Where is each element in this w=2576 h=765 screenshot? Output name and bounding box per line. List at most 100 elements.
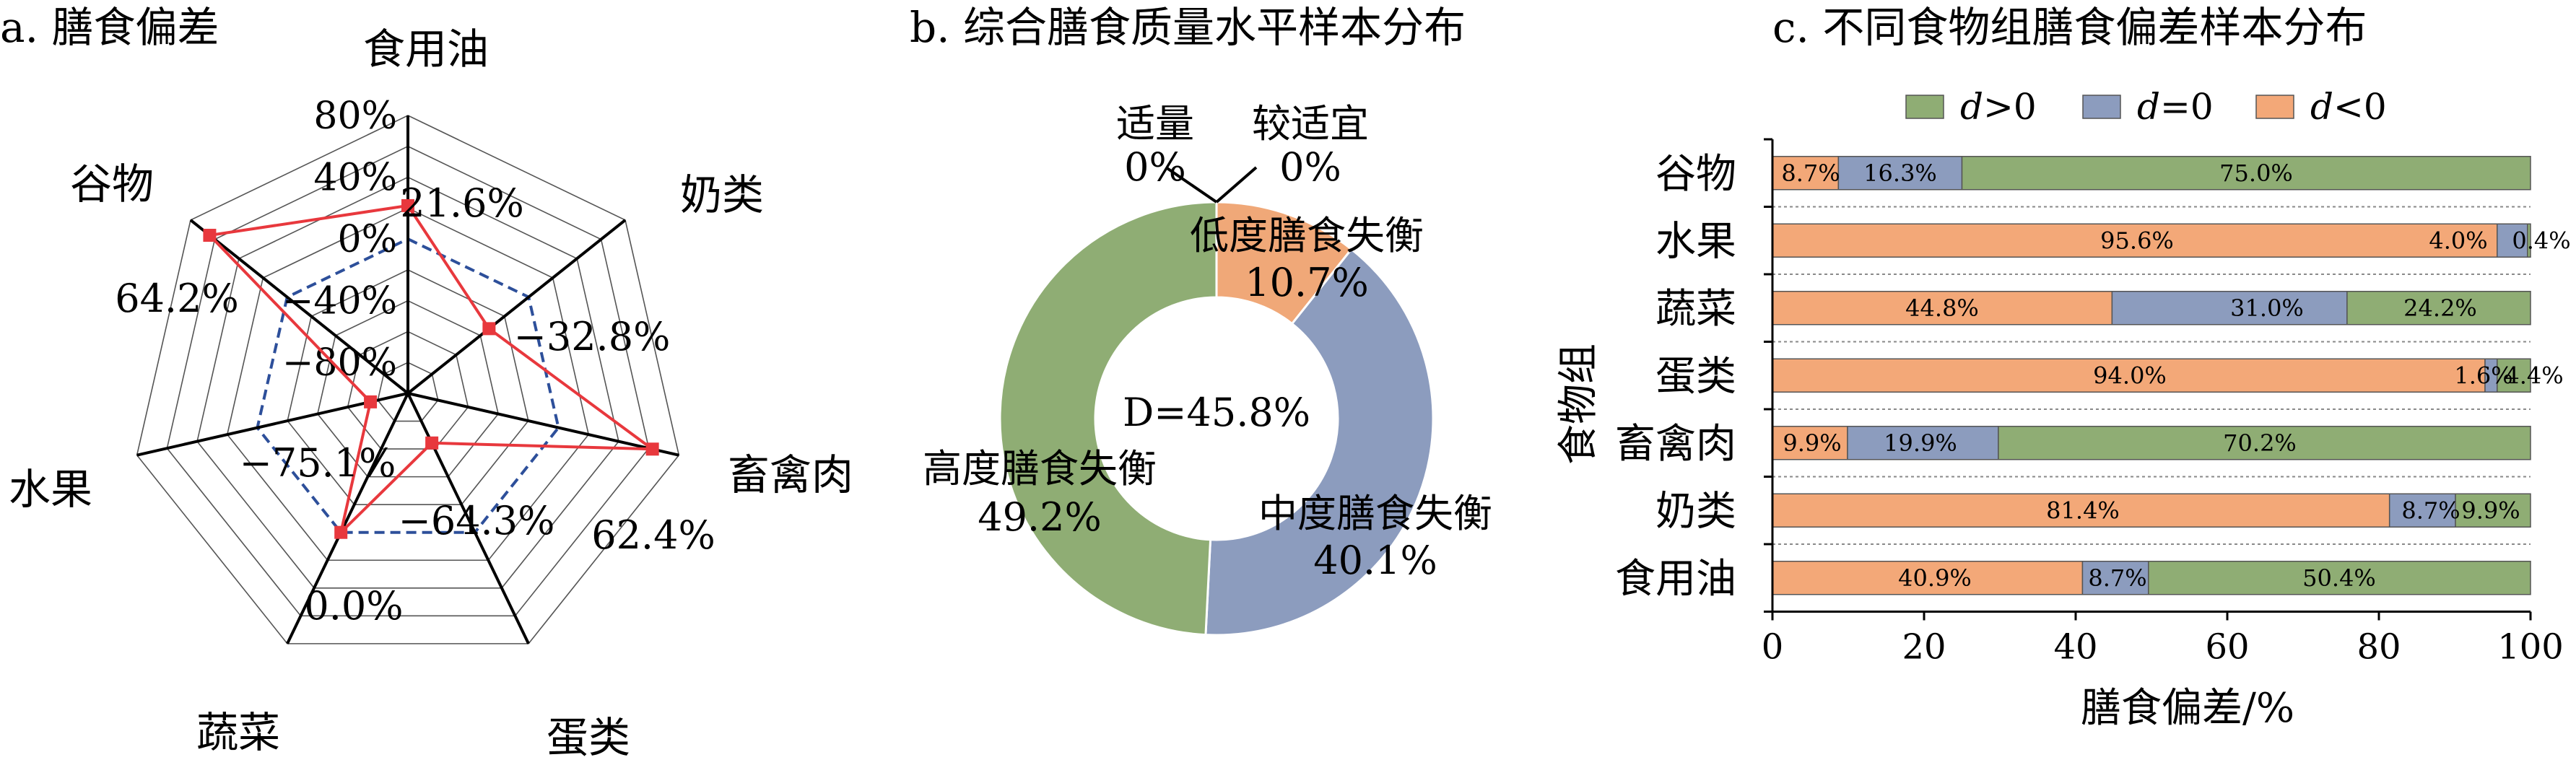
radar-value-label: 64.2% xyxy=(115,276,239,321)
radar-axis-label: 谷物 xyxy=(70,159,154,209)
bar-segment xyxy=(2148,561,2531,595)
bar-segment-label: 8.7% xyxy=(2088,564,2146,592)
bar-segment-label: 94.0% xyxy=(2093,362,2167,389)
radar-axis-label: 蛋类 xyxy=(547,713,630,762)
radar-tick-label: −40% xyxy=(282,280,397,323)
radar-axis-label: 奶类 xyxy=(680,170,764,219)
donut-slice-value: 49.2% xyxy=(978,494,1102,540)
bar-segment-label: 16.3% xyxy=(1863,159,1937,187)
bar-segment xyxy=(2527,223,2531,258)
radar-grid-ring xyxy=(166,145,650,617)
radar-zero-ring xyxy=(256,237,560,534)
bar-segment xyxy=(2497,358,2531,393)
bar-segment-label: 4.0% xyxy=(2429,227,2487,254)
radar-title: a. 膳食偏差 xyxy=(0,3,219,52)
bar-category-label: 食用油 xyxy=(1615,556,1736,603)
bar-segment-label: 75.0% xyxy=(2219,159,2293,187)
radar-grid-ring xyxy=(347,331,469,450)
radar-spoke xyxy=(136,392,409,457)
radar-spoke xyxy=(189,219,409,395)
bar-segment xyxy=(2455,493,2531,528)
donut-title: b. 综合膳食质量水平样本分布 xyxy=(910,3,1466,52)
bar-category-label: 蔬菜 xyxy=(1655,286,1736,333)
radar-spoke xyxy=(407,392,679,457)
bar-legend-label: d<0 xyxy=(2310,86,2387,128)
radar-tick-label: 80% xyxy=(313,95,397,138)
radar-series xyxy=(203,198,659,539)
bar-segment xyxy=(1772,223,2498,258)
donut-slices xyxy=(998,166,1435,637)
radar-value-label: 0.0% xyxy=(304,583,403,629)
radar-grid xyxy=(136,115,680,644)
bar-segment-label: 1.6% xyxy=(2454,362,2512,389)
radar-value-label: −75.1% xyxy=(240,440,396,486)
donut-slice-name: 中度膳食失衡 xyxy=(1258,491,1492,536)
bar-legend: d>0 d=0 d<0 xyxy=(1905,86,2387,128)
bar-segment-label: 4.4% xyxy=(2505,362,2563,389)
radar-point xyxy=(364,395,378,408)
radar-grid-ring xyxy=(317,300,499,478)
bar-segment xyxy=(1961,156,2531,191)
donut-slice-value: 40.1% xyxy=(1313,538,1437,583)
bar-segment-label: 81.4% xyxy=(2046,497,2120,524)
bar-x-tick-label: 80 xyxy=(2357,627,2401,668)
radar-value-label: −64.3% xyxy=(399,498,555,543)
bar-category-label: 水果 xyxy=(1655,218,1736,265)
donut-center-text: D=45.8% xyxy=(1123,390,1310,435)
bar-x-tick-label: 0 xyxy=(1762,627,1784,668)
bar-x-tick-label: 100 xyxy=(2497,627,2564,668)
bar-segment xyxy=(2081,561,2149,595)
bar-segment xyxy=(1837,156,1963,191)
bar-title: c. 不同食物组膳食偏差样本分布 xyxy=(1772,3,2367,52)
bar-segment-label: 0.4% xyxy=(2512,227,2570,254)
bar-segment-label: 9.9% xyxy=(1783,429,1841,457)
radar-point xyxy=(425,436,439,450)
donut-chart: b. 综合膳食质量水平样本分布 D=45.8% 适量0%较适宜0%低度膳食失衡1… xyxy=(910,3,1492,637)
radar-axis-label: 水果 xyxy=(9,465,92,514)
bar-segment xyxy=(2388,493,2456,528)
donut-slice xyxy=(1204,248,1435,637)
bar-segment-label: 19.9% xyxy=(1884,429,1957,457)
bar-category-label: 畜禽肉 xyxy=(1615,421,1736,468)
radar-spoke xyxy=(286,393,409,644)
radar-value-label: 62.4% xyxy=(591,512,715,558)
bar-segment xyxy=(1998,426,2531,460)
donut-slice-value: 0% xyxy=(1279,144,1341,190)
radar-spoke xyxy=(406,393,530,644)
radar-axis-label: 食用油 xyxy=(363,25,489,74)
donut-leader-line xyxy=(1165,166,1218,204)
bar-x-tick-label: 20 xyxy=(1902,627,1946,668)
bar-segment-label: 9.9% xyxy=(2461,497,2520,524)
bar-segment xyxy=(1772,426,1848,460)
bar-segment-label: 8.7% xyxy=(1781,159,1840,187)
bar-x-tick-label: 60 xyxy=(2205,627,2249,668)
bar-legend-swatch xyxy=(2082,95,2121,119)
stacked-bar-chart: c. 不同食物组膳食偏差样本分布 d>0 d=0 d<0 谷物水果蔬菜蛋类畜禽肉奶类… xyxy=(1555,3,2571,732)
bar-axes: 0 20 40 60 80 100 xyxy=(1762,138,2564,668)
radar-value-labels: 21.6% −32.8% 62.4% −64.3% 0.0% −75.1% 64.2% xyxy=(115,180,715,629)
donut-leader-line xyxy=(1215,166,1258,204)
bar-segment-label: 95.6% xyxy=(2100,227,2174,254)
bar-segment xyxy=(1772,561,2084,595)
donut-slice-name: 低度膳食失衡 xyxy=(1190,213,1424,258)
radar-tick-label: 40% xyxy=(313,157,397,200)
bar-legend-label: d>0 xyxy=(1960,86,2037,128)
bar-x-axis-label: 膳食偏差/% xyxy=(2081,685,2294,732)
radar-point xyxy=(645,442,659,456)
bar-y-axis-label: 食物组 xyxy=(1555,344,1602,465)
radar-value-label: 21.6% xyxy=(400,180,524,226)
bar-legend-label: d=0 xyxy=(2137,86,2214,128)
donut-slice-value: 0% xyxy=(1124,144,1186,190)
bar-x-tick-label: 40 xyxy=(2053,627,2097,668)
bar-category-label: 蛋类 xyxy=(1655,353,1736,400)
bar-legend-swatch xyxy=(2255,95,2294,119)
bar-segment-label: 31.0% xyxy=(2230,294,2304,322)
bar-segment-label: 44.8% xyxy=(1905,294,1979,322)
bar-segment xyxy=(1772,358,2486,393)
radar-point xyxy=(203,229,217,242)
bar-segment-label: 50.4% xyxy=(2302,564,2376,592)
